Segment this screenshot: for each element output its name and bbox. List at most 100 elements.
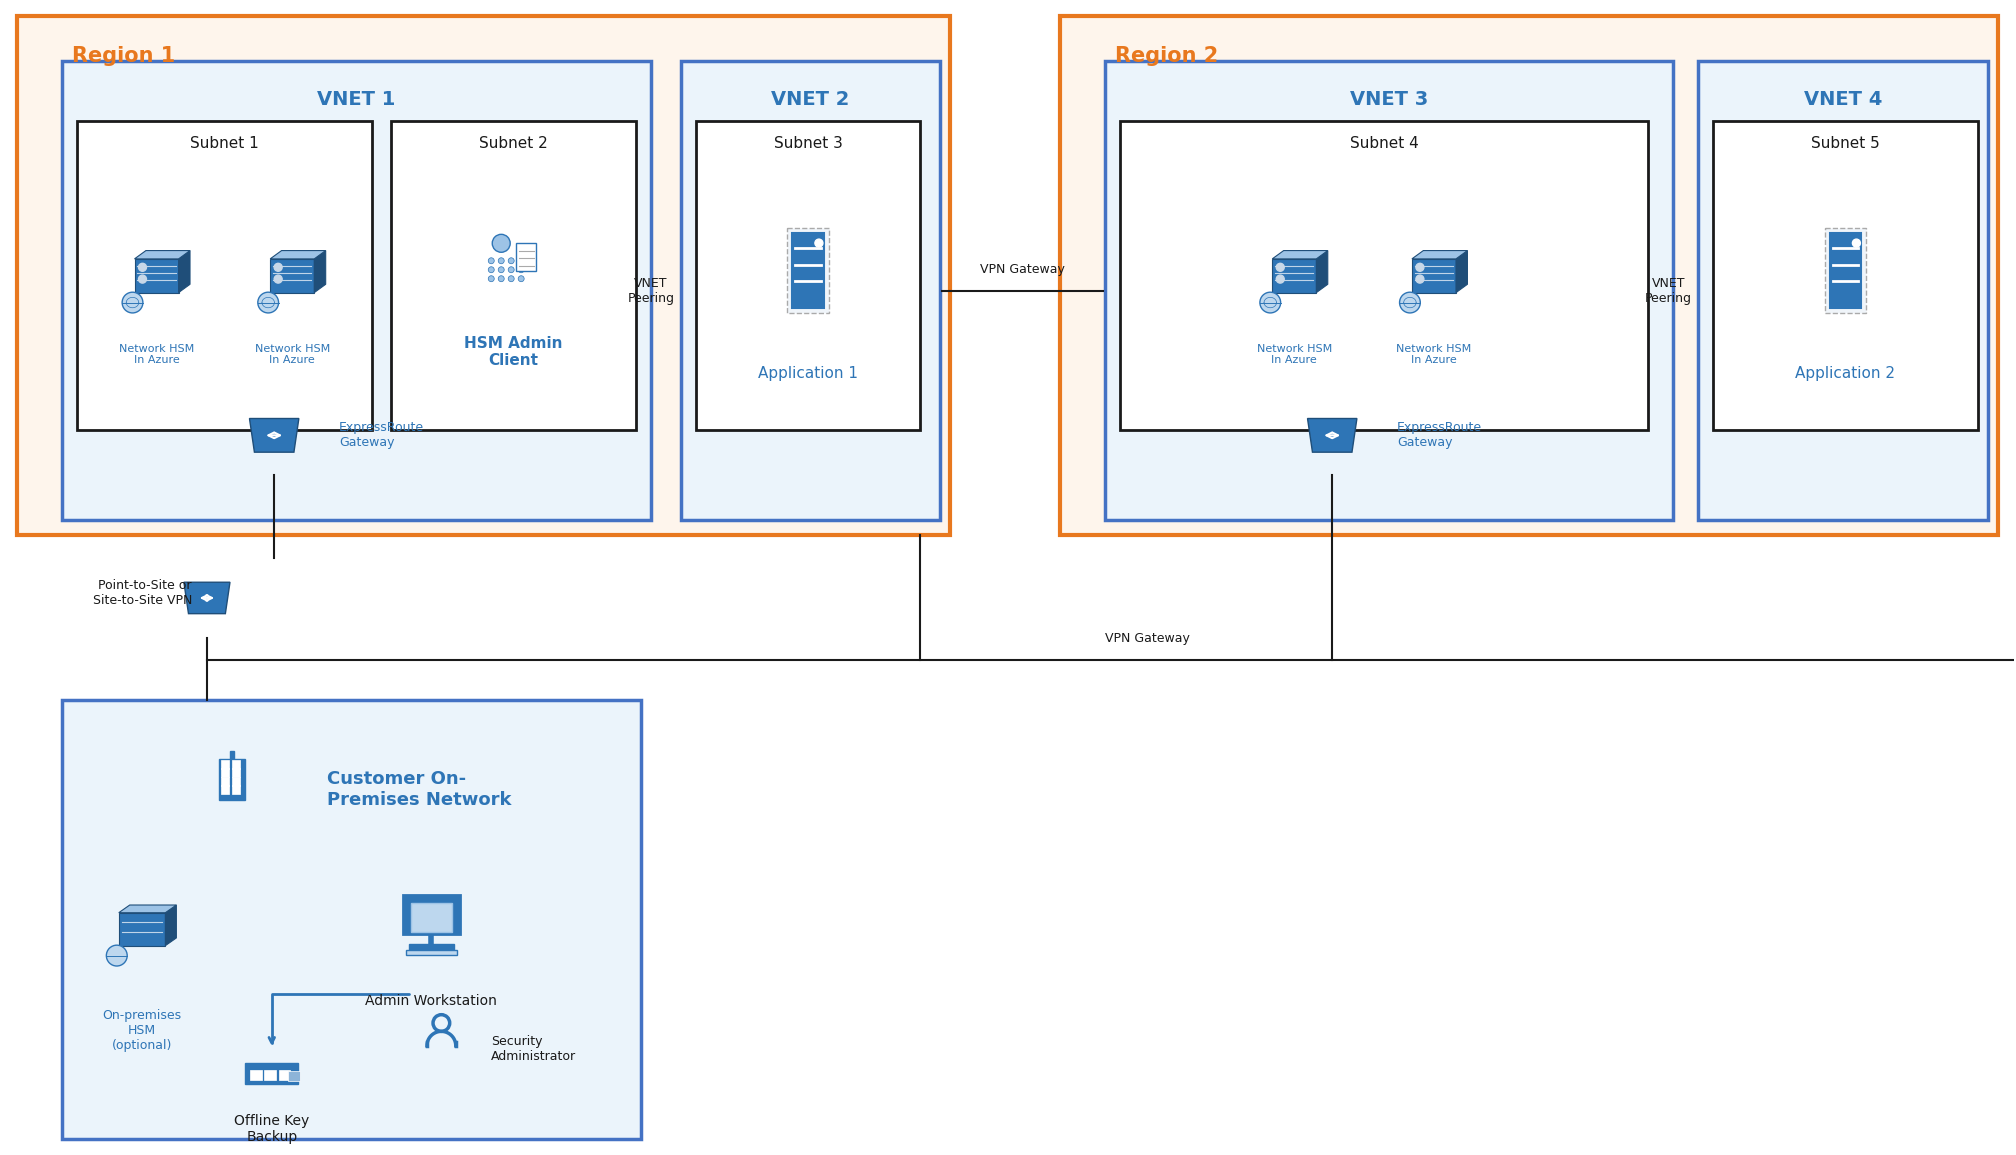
FancyBboxPatch shape: [391, 121, 635, 431]
Text: VNET 1: VNET 1: [317, 90, 395, 109]
FancyBboxPatch shape: [1060, 16, 1998, 535]
Circle shape: [1415, 263, 1423, 271]
Circle shape: [107, 945, 127, 966]
FancyBboxPatch shape: [62, 61, 651, 520]
Circle shape: [123, 292, 143, 313]
FancyBboxPatch shape: [230, 751, 234, 759]
Text: VNET 3: VNET 3: [1351, 90, 1427, 109]
Circle shape: [488, 258, 494, 263]
FancyBboxPatch shape: [218, 759, 246, 800]
Text: Security
Administrator: Security Administrator: [492, 1035, 577, 1063]
FancyBboxPatch shape: [250, 1070, 262, 1080]
Circle shape: [508, 258, 514, 263]
Text: Offline Key
Backup: Offline Key Backup: [234, 1113, 308, 1143]
Circle shape: [1276, 275, 1284, 283]
Circle shape: [258, 292, 278, 313]
Text: Region 1: Region 1: [73, 46, 175, 66]
Text: Subnet 4: Subnet 4: [1351, 135, 1419, 150]
FancyBboxPatch shape: [222, 776, 230, 785]
FancyBboxPatch shape: [288, 1071, 300, 1081]
FancyBboxPatch shape: [62, 700, 641, 1139]
Circle shape: [274, 263, 282, 271]
FancyBboxPatch shape: [1119, 121, 1649, 431]
Text: Customer On-
Premises Network: Customer On- Premises Network: [327, 770, 512, 808]
Text: VNET 4: VNET 4: [1804, 90, 1883, 109]
FancyBboxPatch shape: [222, 768, 230, 777]
Circle shape: [498, 267, 504, 273]
Circle shape: [508, 276, 514, 282]
FancyBboxPatch shape: [232, 760, 240, 769]
FancyBboxPatch shape: [77, 121, 371, 431]
FancyBboxPatch shape: [232, 785, 240, 793]
Circle shape: [139, 275, 147, 283]
FancyBboxPatch shape: [222, 785, 230, 793]
FancyBboxPatch shape: [411, 903, 452, 932]
Text: Subnet 3: Subnet 3: [774, 135, 843, 150]
Text: Subnet 1: Subnet 1: [190, 135, 258, 150]
Polygon shape: [1272, 251, 1329, 259]
Circle shape: [518, 276, 524, 282]
Circle shape: [139, 263, 147, 271]
Polygon shape: [135, 259, 179, 292]
Text: Network HSM
In Azure: Network HSM In Azure: [1397, 343, 1472, 365]
Text: Region 2: Region 2: [1115, 46, 1218, 66]
Text: VPN Gateway: VPN Gateway: [1105, 632, 1189, 644]
Polygon shape: [1272, 259, 1316, 292]
FancyBboxPatch shape: [403, 895, 460, 933]
Circle shape: [492, 234, 510, 252]
FancyBboxPatch shape: [232, 776, 240, 785]
Text: Network HSM
In Azure: Network HSM In Azure: [1256, 343, 1333, 365]
FancyBboxPatch shape: [1697, 61, 1988, 520]
Circle shape: [488, 276, 494, 282]
Text: VPN Gateway: VPN Gateway: [980, 262, 1064, 276]
Text: ExpressRoute
Gateway: ExpressRoute Gateway: [1397, 422, 1482, 449]
FancyBboxPatch shape: [246, 1064, 298, 1085]
Polygon shape: [1456, 251, 1468, 292]
FancyBboxPatch shape: [1824, 229, 1867, 313]
Polygon shape: [1411, 259, 1456, 292]
Circle shape: [498, 276, 504, 282]
FancyBboxPatch shape: [18, 16, 950, 535]
Text: VNET
Peering: VNET Peering: [627, 277, 675, 305]
Circle shape: [1415, 275, 1423, 283]
FancyBboxPatch shape: [1714, 121, 1978, 431]
Circle shape: [488, 267, 494, 273]
Circle shape: [518, 267, 524, 273]
Polygon shape: [314, 251, 327, 292]
FancyBboxPatch shape: [792, 233, 825, 308]
Polygon shape: [250, 418, 298, 452]
Polygon shape: [270, 259, 314, 292]
Text: VNET
Peering: VNET Peering: [1645, 277, 1691, 305]
Text: Network HSM
In Azure: Network HSM In Azure: [254, 343, 331, 365]
FancyBboxPatch shape: [1105, 61, 1673, 520]
Text: Subnet 2: Subnet 2: [480, 135, 548, 150]
Polygon shape: [270, 251, 327, 259]
Polygon shape: [135, 251, 190, 259]
Polygon shape: [1411, 251, 1468, 259]
Text: ExpressRoute
Gateway: ExpressRoute Gateway: [339, 422, 423, 449]
FancyBboxPatch shape: [696, 121, 919, 431]
Text: On-premises
HSM
(optional): On-premises HSM (optional): [103, 1009, 181, 1052]
Polygon shape: [179, 251, 190, 292]
Polygon shape: [119, 906, 175, 912]
FancyBboxPatch shape: [405, 951, 458, 955]
Polygon shape: [1308, 418, 1357, 452]
Circle shape: [498, 258, 504, 263]
Polygon shape: [1316, 251, 1329, 292]
FancyBboxPatch shape: [786, 229, 829, 313]
Text: Admin Workstation: Admin Workstation: [365, 994, 498, 1008]
Circle shape: [1276, 263, 1284, 271]
FancyBboxPatch shape: [232, 768, 240, 777]
Text: Subnet 5: Subnet 5: [1810, 135, 1879, 150]
Circle shape: [518, 258, 524, 263]
Circle shape: [274, 275, 282, 283]
Polygon shape: [119, 912, 165, 946]
Circle shape: [814, 239, 823, 247]
FancyBboxPatch shape: [681, 61, 939, 520]
FancyBboxPatch shape: [1831, 233, 1861, 308]
Circle shape: [1260, 292, 1280, 313]
Polygon shape: [183, 582, 230, 613]
FancyBboxPatch shape: [264, 1070, 276, 1080]
FancyBboxPatch shape: [222, 760, 230, 769]
Text: Network HSM
In Azure: Network HSM In Azure: [119, 343, 194, 365]
